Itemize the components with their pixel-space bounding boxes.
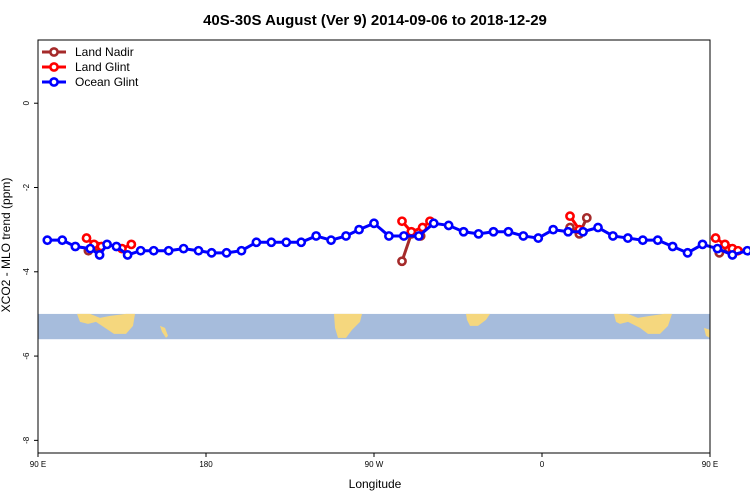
ocean-glint-point (221, 247, 232, 258)
ocean-glint-point (518, 231, 529, 241)
ocean-glint-point (458, 226, 469, 237)
ocean-glint-point (667, 241, 678, 252)
y-tick-label: -8 (22, 436, 31, 444)
ocean-glint-point (311, 231, 322, 241)
ocean-glint-point (548, 224, 559, 235)
ocean-glint-point (637, 235, 648, 246)
ocean-glint-point (488, 226, 499, 237)
ocean-glint-point (326, 235, 336, 246)
ocean-glint-point (384, 231, 394, 241)
x-tick-label: 90 E (702, 460, 718, 469)
land-shape (160, 325, 168, 338)
ocean-glint-point (122, 250, 133, 260)
land-shape (614, 313, 672, 334)
ocean-glint-point (193, 245, 204, 256)
x-tick-label: 0 (540, 460, 545, 469)
land-glint-point (81, 233, 92, 243)
ocean-glint-line (47, 221, 750, 257)
land-nadir-point (397, 256, 407, 267)
ocean-glint-point (251, 237, 262, 248)
world-map-band (38, 313, 710, 340)
ocean-glint-point (178, 243, 189, 254)
land-glint-point (710, 233, 721, 243)
legend-marker-land-glint (49, 62, 59, 72)
ocean-glint-point (281, 237, 292, 248)
ocean-glint-point (148, 245, 159, 256)
ocean-glint-point (102, 239, 112, 250)
chart-title: 40S-30S August (Ver 9) 2014-09-06 to 201… (203, 12, 547, 29)
ocean-glint-point (473, 228, 484, 239)
ocean-glint-point (135, 245, 146, 256)
y-tick-label: -2 (22, 183, 31, 191)
legend-label-land-glint: Land Glint (75, 60, 130, 74)
ocean-glint-point (163, 245, 174, 256)
y-tick-label: 0 (22, 100, 31, 105)
y-axis-label: XCO2 - MLO trend (ppm) (0, 178, 13, 313)
ocean-glint-point (533, 233, 544, 243)
x-tick-label: 90 W (365, 460, 384, 469)
ocean-glint-point (398, 231, 409, 241)
ocean-glint-point (428, 218, 439, 229)
plot-frame (37, 39, 711, 454)
legend-label-land-nadir: Land Nadir (75, 45, 134, 59)
ocean-glint-point (369, 218, 379, 229)
ocean-glint-point (266, 237, 277, 248)
ocean-glint-point (354, 224, 364, 235)
axes: 90 E 180 90 W 0 90 E 0 -2 -4 -6 -8 (22, 100, 718, 469)
ocean-glint-point (413, 231, 424, 241)
legend-marker-ocean-glint (49, 77, 59, 87)
ocean-glint-point (57, 235, 68, 246)
ocean-glint-point (42, 235, 53, 246)
land-nadir-point (581, 212, 592, 223)
ocean-glint-point (85, 243, 96, 254)
land-glint-point (565, 211, 575, 222)
ocean-glint-point (622, 233, 633, 243)
ocean-glint-point (593, 222, 603, 233)
ocean-glint-point (652, 235, 663, 246)
ocean-glint-point (341, 231, 351, 241)
ocean-glint-point (682, 247, 693, 258)
ocean-glint-point (712, 243, 723, 254)
ocean-glint-point (503, 226, 514, 237)
ocean-glint-point (443, 220, 454, 231)
ocean-glint-point (727, 250, 738, 260)
x-tick-label: 90 E (30, 460, 46, 469)
y-tick-label: -4 (22, 268, 31, 276)
land-shape (334, 313, 362, 338)
ocean-glint-point (111, 241, 122, 252)
land-glint-point (720, 239, 730, 250)
legend-marker-land-nadir (49, 47, 59, 57)
ocean-glint-point (608, 231, 618, 241)
x-axis-label: Longitude (349, 477, 402, 491)
ocean-glint-point (578, 226, 588, 237)
ocean-band (38, 313, 710, 340)
x-tick-label: 180 (199, 460, 213, 469)
ocean-glint-point (206, 247, 217, 258)
land-glint-point (397, 216, 407, 227)
land-shape (704, 327, 710, 338)
y-tick-label: -6 (22, 352, 31, 360)
land-shape (466, 313, 490, 326)
ocean-glint-point (697, 239, 708, 250)
ocean-glint-point (70, 241, 81, 252)
ocean-glint-point (296, 237, 307, 248)
ocean-glint-point (236, 245, 247, 256)
legend-label-ocean-glint: Ocean Glint (75, 75, 139, 89)
ocean-glint-point (563, 226, 574, 237)
land-glint-point (126, 239, 137, 250)
series-marks (42, 211, 750, 267)
land-glint-point (406, 226, 417, 237)
land-shape (77, 313, 135, 334)
ocean-glint-point (742, 245, 750, 256)
ocean-glint-point (94, 250, 105, 260)
